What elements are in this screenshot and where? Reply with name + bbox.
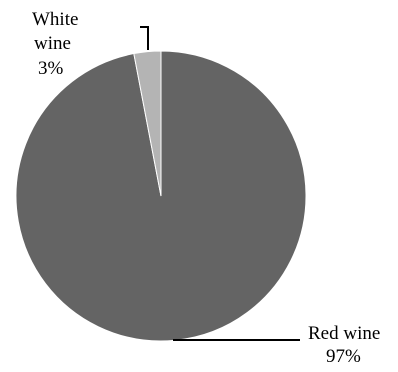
pie-slices bbox=[15, 50, 307, 342]
red-wine-label-pct: 97% bbox=[326, 346, 361, 367]
white-wine-leader-line bbox=[140, 26, 149, 50]
red-wine-label-line1: Red wine bbox=[308, 323, 380, 344]
white-wine-label-pct: 3% bbox=[38, 58, 64, 79]
white-wine-label-line2: wine bbox=[34, 33, 71, 54]
white-wine-label-line1: White bbox=[32, 9, 78, 30]
white-wine-slice bbox=[133, 50, 162, 197]
